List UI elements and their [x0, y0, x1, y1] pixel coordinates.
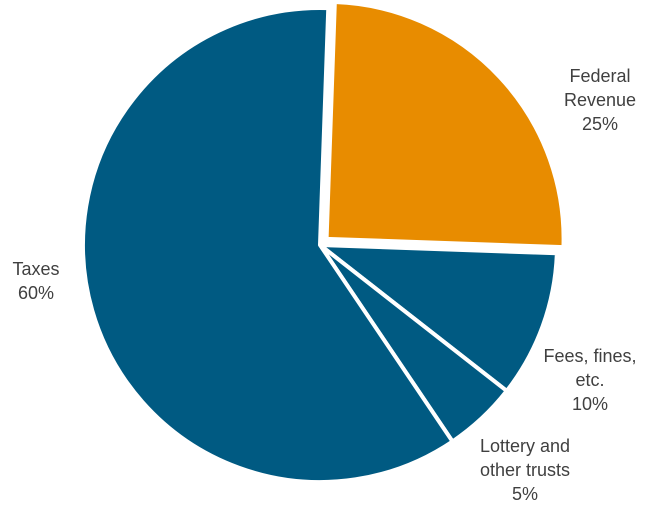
slice-label-lottery-and-other-trusts: Lottery and other trusts 5% — [480, 436, 570, 504]
slice-label-fees-fines-etc: Fees, fines, etc. 10% — [543, 346, 636, 414]
slice-name-label: etc. — [575, 370, 604, 390]
slice-name-label: Revenue — [564, 90, 636, 110]
slice-name-label: Taxes — [12, 259, 59, 279]
pie-slice-fees-fines-etc — [318, 243, 559, 393]
slice-name-label: Federal — [569, 66, 630, 86]
slice-value-label: 60% — [18, 283, 54, 303]
slice-label-taxes: Taxes 60% — [12, 259, 59, 303]
slice-labels: Federal Revenue 25% Fees, fines, etc. 10% Lott… — [12, 66, 636, 504]
slice-value-label: 10% — [572, 394, 608, 414]
slice-value-label: 5% — [512, 484, 538, 504]
pie-slices — [81, 0, 566, 484]
slice-label-federal-revenue: Federal Revenue 25% — [564, 66, 636, 134]
slice-name-label: Lottery and — [480, 436, 570, 456]
pie-slice-federal-revenue — [324, 0, 566, 250]
slice-name-label: other trusts — [480, 460, 570, 480]
pie-slice-taxes — [81, 6, 455, 484]
slice-value-label: 25% — [582, 114, 618, 134]
slice-name-label: Fees, fines, — [543, 346, 636, 366]
